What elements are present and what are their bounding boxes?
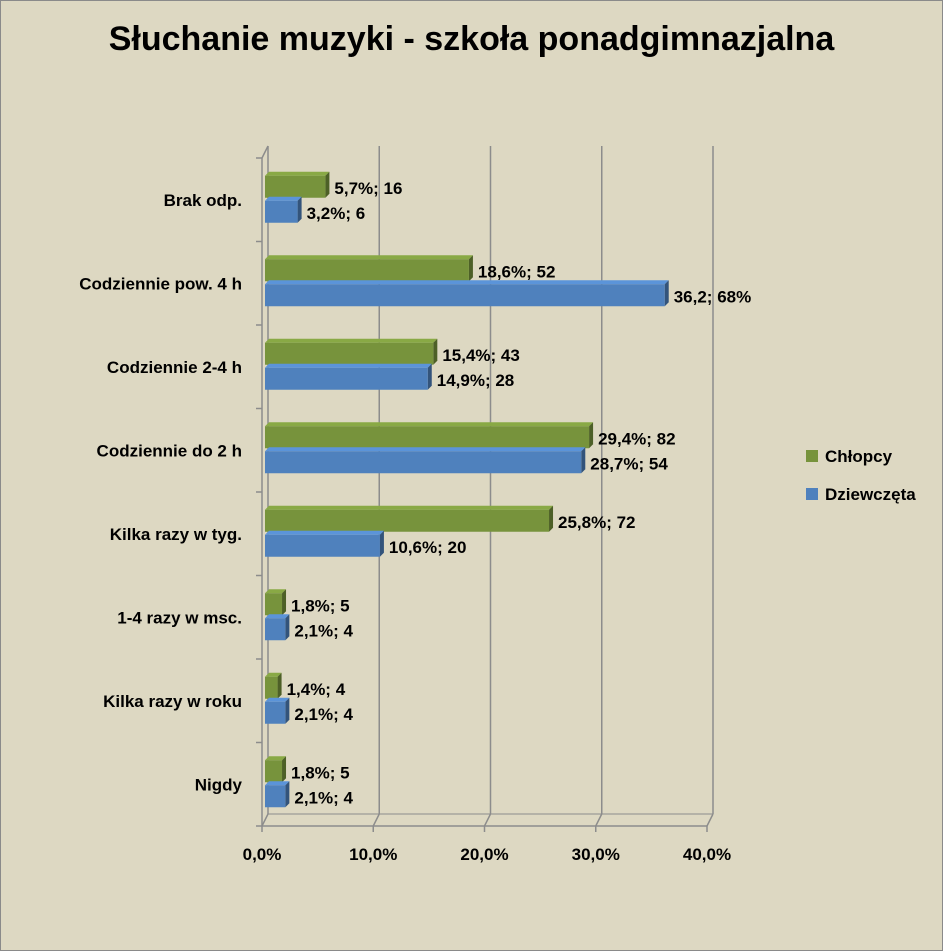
bar-side-face: [549, 505, 554, 532]
bar-top-face: [265, 781, 290, 786]
bar-chlopcy: [265, 509, 550, 532]
data-label: 1,4%; 4: [287, 680, 346, 699]
bar-top-face: [265, 196, 302, 201]
bar-chlopcy: [265, 175, 326, 198]
data-label: 10,6%; 20: [389, 538, 467, 557]
bar-side-face: [297, 196, 302, 223]
x-tick-label: 0,0%: [243, 845, 282, 864]
bar-dziewczeta: [265, 200, 298, 223]
legend-swatch: [806, 450, 818, 462]
bar-side-face: [282, 589, 287, 616]
data-label: 29,4%; 82: [598, 429, 676, 448]
y-axis-top: [261, 145, 269, 159]
bar-side-face: [468, 255, 473, 282]
x-tick-label: 10,0%: [349, 845, 397, 864]
bar-side-face: [379, 530, 384, 557]
data-label: 28,7%; 54: [590, 454, 668, 473]
bar-side-face: [427, 363, 432, 390]
data-label: 15,4%; 43: [442, 346, 520, 365]
bar-chlopcy: [265, 342, 434, 365]
data-label: 2,1%; 4: [294, 788, 353, 807]
category-label: Kilka razy w tyg.: [110, 525, 242, 544]
bar-top-face: [265, 338, 438, 343]
bar-dziewczeta: [265, 284, 665, 307]
data-label: 36,2; 68%: [674, 287, 752, 306]
bar-side-face: [589, 422, 594, 449]
bar-side-face: [285, 697, 290, 724]
bar-dziewczeta: [265, 618, 286, 641]
data-label: 18,6%; 52: [478, 262, 556, 281]
x-tick-label: 20,0%: [460, 845, 508, 864]
category-label: Codziennie 2-4 h: [107, 358, 242, 377]
plot-area: [262, 146, 713, 826]
data-label: 25,8%; 72: [558, 513, 636, 532]
bar-chlopcy: [265, 676, 278, 699]
legend-label: Dziewczęta: [825, 485, 916, 504]
data-label: 2,1%; 4: [294, 621, 353, 640]
data-label: 5,7%; 16: [334, 179, 402, 198]
x-tick-label: 40,0%: [683, 845, 731, 864]
bar-top-face: [265, 505, 554, 510]
bar-top-face: [265, 422, 594, 427]
category-label: Codziennie do 2 h: [97, 441, 242, 460]
bar-top-face: [265, 530, 384, 535]
x-tick-label: 30,0%: [572, 845, 620, 864]
bar-top-face: [265, 614, 290, 619]
bar-side-face: [581, 447, 586, 474]
bar-side-face: [285, 614, 290, 641]
category-label: Nigdy: [195, 775, 243, 794]
category-label: Codziennie pow. 4 h: [79, 274, 242, 293]
bar-top-face: [265, 589, 287, 594]
category-label: Brak odp.: [164, 191, 242, 210]
bar-top-face: [265, 255, 473, 260]
bar-side-face: [325, 171, 330, 198]
bar-dziewczeta: [265, 701, 286, 724]
floor-line: [261, 813, 269, 827]
bar-dziewczeta: [265, 367, 428, 390]
bar-top-face: [265, 697, 290, 702]
floor-line: [595, 813, 603, 827]
bar-top-face: [265, 280, 669, 285]
bar-side-face: [285, 781, 290, 808]
bar-top-face: [265, 171, 330, 176]
floor-line: [706, 813, 714, 827]
bar-side-face: [277, 672, 282, 699]
floor-line: [483, 813, 492, 827]
bar-top-face: [265, 447, 586, 452]
chart-title: Słuchanie muzyki - szkoła ponadgimnazjal…: [108, 20, 835, 58]
bar-top-face: [265, 363, 432, 368]
legend-label: Chłopcy: [825, 447, 893, 466]
data-label: 2,1%; 4: [294, 705, 353, 724]
data-label: 3,2%; 6: [307, 204, 366, 223]
bar-chlopcy: [265, 760, 283, 783]
bar-chlopcy: [265, 426, 590, 449]
data-label: 1,8%; 5: [291, 763, 350, 782]
bar-chlopcy: [265, 259, 469, 282]
floor-line: [372, 813, 380, 827]
bar-side-face: [433, 338, 438, 365]
data-label: 1,8%; 5: [291, 596, 350, 615]
legend-swatch: [806, 488, 818, 500]
category-label: 1-4 razy w msc.: [117, 608, 242, 627]
bar-dziewczeta: [265, 785, 286, 808]
bar-dziewczeta: [265, 451, 582, 474]
bar-side-face: [282, 756, 287, 783]
bar-dziewczeta: [265, 534, 380, 557]
data-label: 14,9%; 28: [437, 371, 515, 390]
bar-top-face: [265, 672, 282, 677]
bar-side-face: [664, 280, 669, 307]
bar-top-face: [265, 756, 287, 761]
bar-chlopcy: [265, 593, 283, 616]
category-label: Kilka razy w roku: [103, 692, 242, 711]
